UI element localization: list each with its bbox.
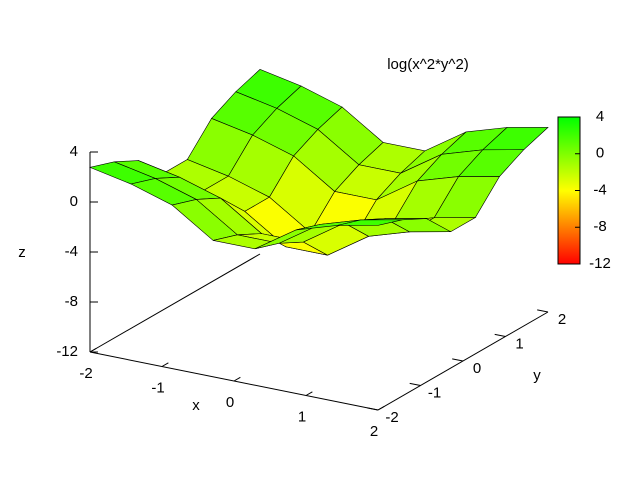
colorbar-tick-label: -12 — [589, 255, 611, 272]
colorbar-tick-label: 0 — [596, 145, 604, 162]
y-tick-label: 2 — [558, 311, 566, 328]
x-tick — [377, 405, 385, 411]
x-tick — [89, 347, 97, 353]
z-tick-label: 0 — [70, 193, 78, 210]
z-tick-label: -12 — [56, 343, 78, 360]
colorbar-tick-label: -8 — [593, 218, 606, 235]
chart-title: log(x^2*y^2) — [387, 56, 469, 73]
x-tick-label: 2 — [370, 423, 378, 440]
x-axis-label: x — [192, 397, 200, 414]
x-tick — [161, 362, 169, 367]
axis-line — [89, 253, 261, 353]
y-tick — [452, 358, 464, 362]
x-tick-label: -2 — [79, 365, 92, 382]
x-tick — [233, 376, 241, 382]
colorbar-tick-label: 4 — [596, 108, 604, 125]
y-tick — [367, 407, 379, 411]
z-tick-label: 4 — [70, 143, 78, 160]
surface — [89, 69, 549, 256]
x-tick-label: -1 — [151, 379, 164, 396]
y-axis-label: y — [533, 367, 541, 384]
y-tick-label: -1 — [428, 384, 441, 401]
x-tick-label: 1 — [298, 408, 306, 425]
y-tick — [409, 382, 421, 386]
y-tick-label: -2 — [385, 409, 398, 426]
y-tick — [494, 333, 506, 337]
x-tick-label: 0 — [226, 394, 234, 411]
y-tick — [537, 309, 549, 313]
y-tick-label: 1 — [515, 335, 523, 352]
surface-patch — [336, 219, 403, 226]
colorbar-tick-label: -4 — [593, 181, 606, 198]
x-tick — [305, 391, 313, 396]
z-axis-label: z — [18, 244, 26, 261]
z-tick-label: -8 — [65, 293, 78, 310]
y-tick-label: 0 — [473, 360, 481, 377]
z-tick-label: -4 — [65, 243, 78, 260]
